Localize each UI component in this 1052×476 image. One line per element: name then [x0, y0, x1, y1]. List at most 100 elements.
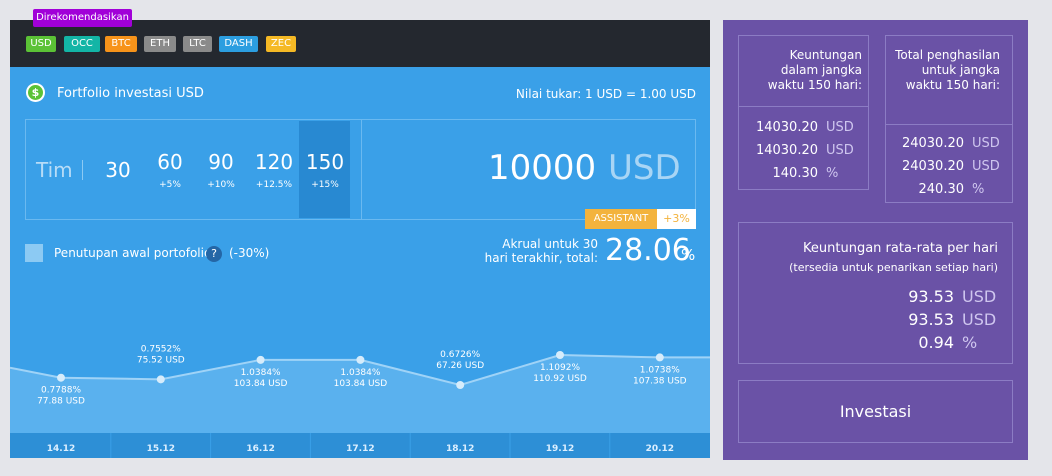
currency-tab[interactable]: ZEC — [266, 36, 296, 52]
total-box: Total penghasilan untuk jangka waktu 150… — [885, 35, 1013, 203]
rows: 24030.20 USD 24030.20 USD 240.30% — [901, 132, 1000, 201]
checkbox[interactable] — [25, 244, 43, 262]
rows: 93.53 USD 93.53 USD 0.94% — [908, 285, 998, 354]
rows: 14030.20 USD 14030.20 USD 140.30% — [755, 116, 854, 185]
usd-label: 67.26 USD — [436, 361, 484, 371]
help[interactable]: ? — [206, 246, 222, 262]
divider — [886, 124, 1012, 125]
penalty: (-30%) — [229, 246, 270, 260]
currency-tab[interactable]: OCC — [64, 36, 100, 52]
row-unit: USD — [972, 136, 1000, 151]
row-value: 93.53 — [908, 310, 954, 329]
period-label: Tim — [36, 158, 73, 182]
divider — [739, 106, 868, 107]
date: 20.12 — [646, 444, 674, 454]
daily-box: Keuntungan rata-rata per hari (tersedia … — [738, 222, 1013, 364]
period-bonus: +5% — [159, 180, 181, 190]
row-value: 240.30 — [918, 182, 965, 197]
checkbox-label: Penutupan awal portofolio — [54, 246, 212, 260]
period-days[interactable]: 60 — [157, 150, 183, 174]
pct-label: 1.0384% — [241, 368, 281, 378]
date: 17.12 — [346, 444, 374, 454]
portfolio-title: Fortfolio investasi USD — [57, 86, 204, 101]
period-days[interactable]: 90 — [208, 150, 234, 174]
amount: 10000 — [488, 148, 597, 188]
date: 18.12 — [446, 444, 474, 454]
period-days[interactable]: 30 — [105, 158, 131, 182]
profit-title: Keuntungan dalam jangka waktu 150 hari: — [767, 48, 862, 92]
accrual-label: Akrual untuk 30 hari terakhir, total: — [484, 237, 598, 265]
row-unit: USD — [826, 120, 854, 135]
row-value: 24030.20 — [901, 136, 964, 151]
divider — [82, 160, 83, 180]
row: 240.30% — [902, 178, 998, 201]
point — [256, 355, 265, 364]
date: 15.12 — [147, 444, 175, 454]
usd-label: 107.38 USD — [633, 376, 687, 386]
date: 19.12 — [546, 444, 574, 454]
row: 93.53 USD — [908, 308, 998, 331]
invest-button[interactable]: Investasi — [738, 380, 1013, 443]
period-box — [25, 119, 696, 220]
side-panel — [723, 20, 1028, 460]
period-bonus: +15% — [311, 180, 339, 190]
currency-tab[interactable]: LTC — [183, 36, 212, 52]
row-unit: USD — [962, 287, 997, 306]
row: 140.30% — [756, 162, 852, 185]
divider — [361, 120, 362, 219]
period-bonus: +10% — [207, 180, 235, 190]
row: 14030.20 USD — [755, 116, 854, 139]
tooltip: Direkomendasikan — [33, 9, 132, 27]
currency-tab[interactable]: DASH — [219, 36, 258, 52]
pct-label: 0.7788% — [41, 386, 81, 396]
pct-label: 1.0384% — [340, 368, 380, 378]
row-unit: USD — [826, 143, 854, 158]
row: 24030.20 USD — [901, 132, 1000, 155]
row-unit: % — [972, 182, 985, 197]
currency-tab[interactable]: BTC — [105, 36, 137, 52]
currency-tab[interactable]: USD — [26, 36, 56, 52]
amount-currency: USD — [608, 148, 681, 188]
row-unit: USD — [972, 159, 1000, 174]
usd-label: 75.52 USD — [137, 355, 185, 365]
row-unit: % — [826, 166, 839, 181]
row-value: 140.30 — [772, 166, 819, 181]
pct-label: 1.1092% — [540, 363, 580, 373]
row-unit: % — [962, 333, 978, 352]
area — [10, 355, 710, 433]
rate: Nilai tukar: 1 USD = 1.00 USD — [515, 87, 696, 101]
selected-period — [299, 121, 350, 218]
dollar-icon: $ — [26, 83, 45, 102]
row: 93.53 USD — [908, 285, 998, 308]
row-value: 0.94 — [918, 333, 954, 352]
row-value: 14030.20 — [755, 120, 818, 135]
point — [655, 353, 664, 362]
period-bonus: +12.5% — [255, 180, 293, 190]
row-unit: USD — [962, 310, 997, 329]
row: 14030.20 USD — [755, 139, 854, 162]
daily-title: Keuntungan rata-rata per hari — [803, 241, 998, 256]
date: 16.12 — [246, 444, 274, 454]
pct-label: 1.0738% — [640, 365, 680, 375]
row-value: 14030.20 — [755, 143, 818, 158]
chart: 0.7788%77.88 USD 14.12 0.7552%75.52 USD 15.… — [10, 344, 710, 458]
period-days[interactable]: 150 — [305, 150, 345, 174]
usd-label: 103.84 USD — [234, 379, 288, 389]
accrual-unit: % — [681, 246, 696, 264]
row-value: 93.53 — [908, 287, 954, 306]
daily-subtitle: (tersedia untuk penarikan setiap hari) — [789, 261, 998, 274]
point — [156, 375, 165, 384]
currency-tab[interactable]: ETH — [144, 36, 176, 52]
usd-label: 103.84 USD — [334, 379, 388, 389]
row: 0.94% — [908, 331, 998, 354]
usd-label: 77.88 USD — [37, 397, 85, 407]
point — [456, 381, 465, 389]
period-days[interactable]: 120 — [254, 150, 294, 174]
profit-box: Keuntungan dalam jangka waktu 150 hari: … — [738, 35, 869, 190]
total-title: Total penghasilan untuk jangka waktu 150… — [895, 48, 1000, 92]
assistant[interactable]: ASSISTANT — [585, 209, 657, 229]
point — [57, 373, 65, 382]
row: 24030.20 USD — [901, 155, 1000, 178]
row-value: 24030.20 — [901, 159, 964, 174]
